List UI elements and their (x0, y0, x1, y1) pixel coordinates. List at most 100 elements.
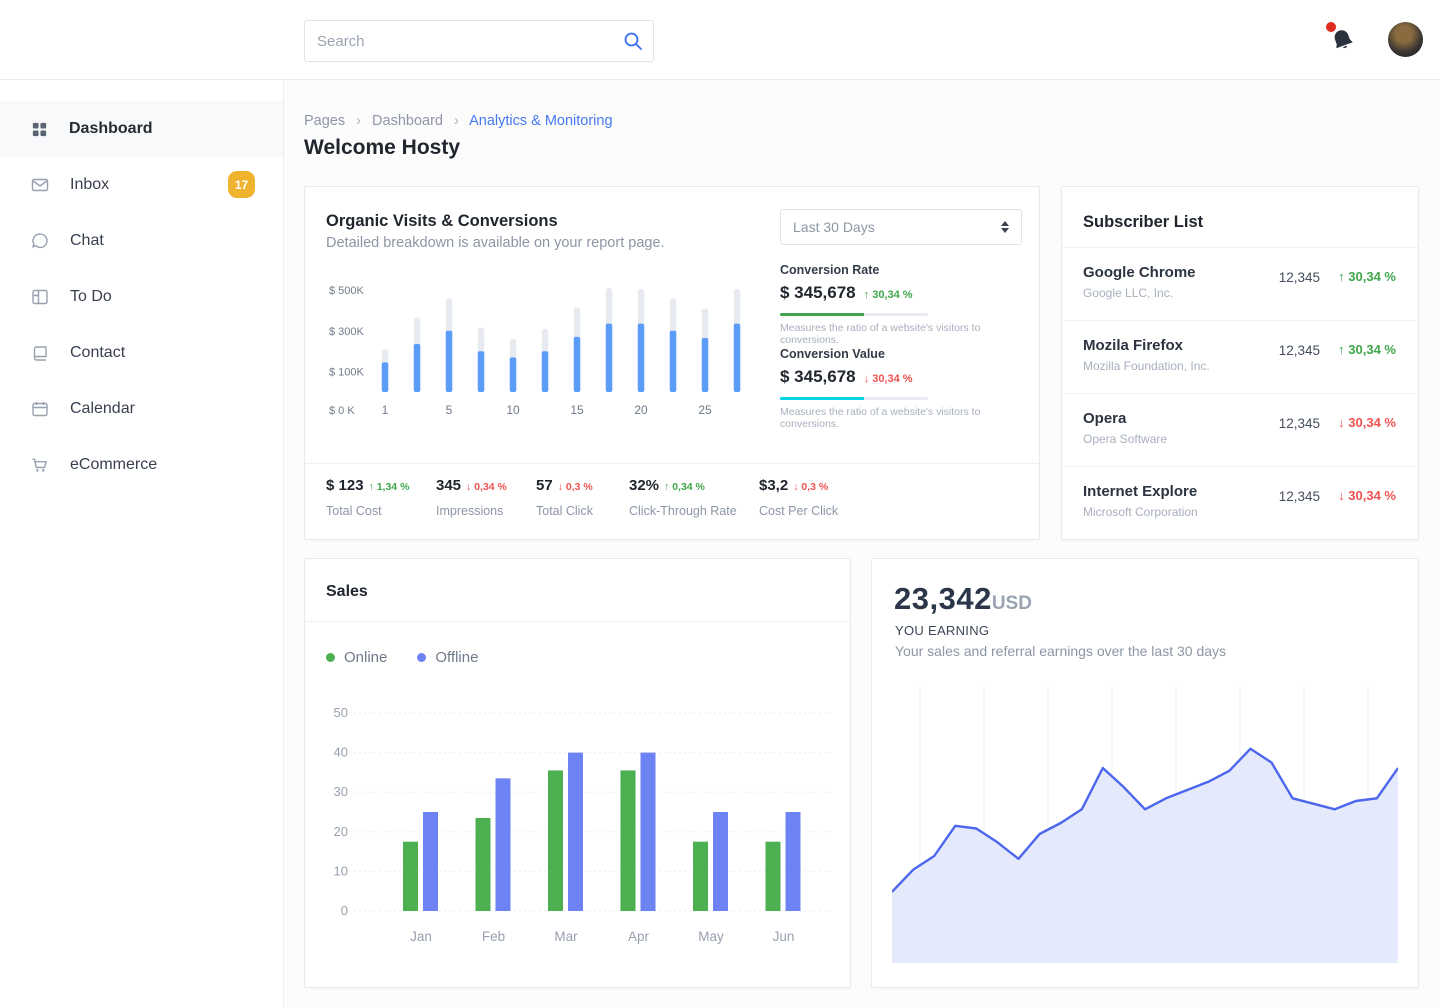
conversion-rate-meter (780, 313, 928, 316)
conversion-value-meter (780, 397, 928, 400)
earnings-area-chart (892, 687, 1398, 963)
period-select-value: Last 30 Days (793, 219, 875, 235)
sidebar-item-ecommerce[interactable]: eCommerce (0, 437, 283, 493)
legend-item-online[interactable]: Online (326, 649, 387, 666)
svg-text:30: 30 (334, 784, 348, 799)
svg-text:20: 20 (334, 824, 348, 839)
svg-text:25: 25 (698, 403, 712, 417)
sidebar-item-calendar[interactable]: Calendar (0, 381, 283, 437)
kpi-delta: ↓ 0,3 % (793, 481, 829, 493)
kpi-cost-per-click: $3,2 ↓ 0,3 % Cost Per Click (759, 477, 879, 518)
kpi-label: Total Click (536, 504, 593, 518)
subscriber-count: 12,345 (1278, 343, 1320, 358)
svg-text:Feb: Feb (482, 929, 505, 944)
divider (305, 621, 850, 622)
sidebar-item-label: Calendar (70, 400, 135, 417)
contact-icon (30, 343, 50, 363)
breadcrumb-dashboard[interactable]: Dashboard (372, 113, 443, 129)
kpi-delta: ↓ 0,3 % (557, 481, 593, 493)
conversion-value-block: Conversion Value $ 345,678 ↓ 30,34 % Meas… (780, 347, 1025, 430)
svg-text:Jan: Jan (410, 929, 432, 944)
sidebar-item-chat[interactable]: Chat (0, 213, 283, 269)
sales-legend: Online Offline (326, 649, 478, 666)
svg-text:$ 0 K: $ 0 K (329, 405, 355, 417)
earnings-amount: 23,342USD (894, 581, 1032, 616)
kpi-value: $3,2 (759, 477, 789, 494)
subscriber-name: Google Chrome (1083, 264, 1196, 281)
notification-dot (1326, 22, 1336, 32)
divider (1062, 247, 1418, 248)
logo (40, 28, 200, 56)
svg-text:15: 15 (570, 403, 584, 417)
kpi-delta: ↓ 0,34 % (466, 481, 507, 493)
sidebar-item-label: To Do (70, 288, 112, 305)
subscriber-row-google-chrome[interactable]: Google Chrome Google LLC, Inc. 12,345 ↑ … (1062, 248, 1418, 321)
subscriber-row-internet-explore[interactable]: Internet Explore Microsoft Corporation 1… (1062, 467, 1418, 540)
todo-icon (30, 287, 50, 307)
kpi-total-click: 57 ↓ 0,3 % Total Click (536, 477, 629, 518)
kpi-total-cost: $ 123 ↑ 1,34 % Total Cost (326, 477, 436, 518)
earnings-card: 23,342USD YOU EARNING Your sales and ref… (871, 558, 1419, 988)
kpi-value: 32% (629, 477, 660, 494)
conversion-value-label: Conversion Value (780, 347, 885, 361)
sidebar-item-to-do[interactable]: To Do (0, 269, 283, 325)
svg-text:50: 50 (334, 705, 348, 720)
mail-icon (30, 175, 50, 195)
notifications-button[interactable] (1326, 22, 1362, 60)
organic-card-title: Organic Visits & Conversions (326, 212, 558, 230)
period-select[interactable]: Last 30 Days (780, 209, 1022, 245)
kpi-value: $ 123 (326, 477, 364, 494)
legend-item-offline[interactable]: Offline (417, 649, 478, 666)
subscriber-row-mozila-firefox[interactable]: Mozila Firefox Mozilla Foundation, Inc. … (1062, 321, 1418, 394)
sidebar-item-label: Dashboard (69, 120, 153, 137)
sales-card-title: Sales (326, 583, 368, 600)
sidebar-item-dashboard[interactable]: Dashboard (0, 101, 283, 157)
top-header (0, 0, 1440, 80)
breadcrumb-separator: › (356, 113, 361, 129)
sales-bar-chart: 0 10 20 30 40 50 Jan Feb Mar Apr May Jun (334, 705, 831, 944)
sidebar-item-label: Contact (70, 344, 126, 361)
sidebar-item-contact[interactable]: Contact (0, 325, 283, 381)
organic-bar-chart: $ 500K$ 300K$ 100K$ 0 K 1 5 10 15 20 25 (329, 285, 741, 417)
earnings-label: YOU EARNING (895, 623, 990, 638)
svg-text:40: 40 (334, 745, 348, 760)
user-avatar[interactable] (1388, 22, 1423, 57)
cart-icon (30, 455, 50, 475)
search-icon[interactable] (613, 30, 653, 52)
organic-card-subtitle: Detailed breakdown is available on your … (326, 235, 665, 251)
page-title: Welcome Hosty (304, 136, 460, 159)
svg-text:10: 10 (506, 403, 520, 417)
kpi-value: 57 (536, 477, 553, 494)
svg-text:0: 0 (341, 903, 348, 918)
legend-label: Online (344, 649, 388, 666)
grid-icon (30, 120, 49, 139)
inbox-count-badge: 17 (228, 171, 255, 198)
sidebar-item-label: Chat (70, 232, 104, 249)
svg-text:20: 20 (634, 403, 648, 417)
kpi-delta: ↑ 1,34 % (368, 481, 410, 493)
subscriber-name: Mozila Firefox (1083, 337, 1184, 354)
subscriber-count: 12,345 (1278, 416, 1320, 431)
subscriber-count: 12,345 (1278, 270, 1320, 285)
sidebar-item-inbox[interactable]: Inbox 17 (0, 157, 283, 213)
conversion-rate-label: Conversion Rate (780, 263, 880, 277)
kpi-label: Cost Per Click (759, 504, 839, 518)
bell-icon (1328, 30, 1358, 60)
kpi-label: Impressions (436, 504, 504, 518)
search-box (304, 20, 654, 62)
earnings-subtitle: Your sales and referral earnings over th… (895, 643, 1227, 659)
conversion-rate-value: $ 345,678 ↑ 30,34 % (780, 283, 913, 302)
svg-text:$ 300K: $ 300K (329, 326, 365, 338)
svg-text:1: 1 (382, 403, 389, 417)
conversion-value-value: $ 345,678 ↓ 30,34 % (780, 367, 913, 386)
sidebar-item-label: Inbox (70, 176, 110, 193)
kpi-impressions: 345 ↓ 0,34 % Impressions (436, 477, 536, 518)
sidebar-item-label: eCommerce (70, 456, 158, 473)
subscriber-row-opera[interactable]: Opera Opera Software 12,345 ↓ 30,34 % (1062, 394, 1418, 467)
search-input[interactable] (305, 32, 613, 50)
breadcrumb-pages[interactable]: Pages (304, 113, 346, 129)
svg-text:Jun: Jun (773, 929, 795, 944)
svg-text:Mar: Mar (554, 929, 578, 944)
subscriber-delta: ↓ 30,34 % (1338, 488, 1396, 503)
divider (305, 463, 1039, 464)
